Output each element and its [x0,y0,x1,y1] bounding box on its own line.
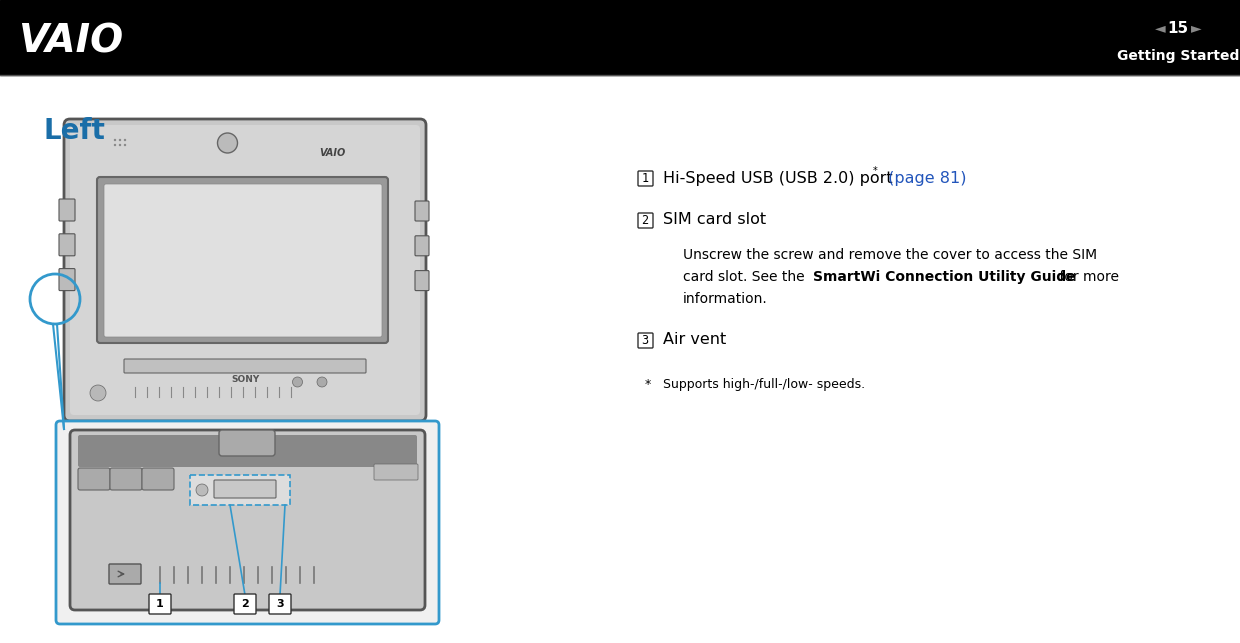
FancyBboxPatch shape [143,468,174,490]
Text: SIM card slot: SIM card slot [663,212,766,228]
FancyBboxPatch shape [215,480,277,498]
Text: ◄: ◄ [1154,21,1166,35]
Text: Getting Started: Getting Started [1117,50,1239,63]
Circle shape [217,133,238,153]
Text: 3: 3 [641,334,649,347]
FancyBboxPatch shape [64,119,427,421]
Circle shape [196,484,208,496]
Circle shape [119,144,122,146]
Text: 1: 1 [156,599,164,609]
Text: information.: information. [683,292,768,306]
Text: *: * [645,378,651,391]
Text: VAIO: VAIO [320,148,346,158]
FancyBboxPatch shape [124,359,366,373]
Text: Unscrew the screw and remove the cover to access the SIM: Unscrew the screw and remove the cover t… [683,248,1097,262]
Circle shape [91,385,105,401]
Circle shape [293,377,303,387]
FancyBboxPatch shape [69,125,420,415]
FancyBboxPatch shape [639,333,653,348]
Circle shape [119,139,122,141]
Circle shape [124,139,126,141]
Text: SmartWi Connection Utility Guide: SmartWi Connection Utility Guide [813,270,1075,284]
Text: 2: 2 [641,213,649,226]
FancyBboxPatch shape [374,464,418,480]
Text: 1: 1 [641,172,649,185]
FancyBboxPatch shape [78,468,110,490]
FancyBboxPatch shape [415,271,429,291]
FancyBboxPatch shape [269,594,291,614]
Circle shape [114,139,117,141]
FancyBboxPatch shape [60,199,74,221]
Text: Supports high-/full-/low- speeds.: Supports high-/full-/low- speeds. [663,378,866,391]
FancyBboxPatch shape [149,594,171,614]
Text: Hi-Speed USB (USB 2.0) port: Hi-Speed USB (USB 2.0) port [663,170,893,185]
FancyBboxPatch shape [234,594,255,614]
Text: card slot. See the: card slot. See the [683,270,808,284]
Text: 2: 2 [241,599,249,609]
Bar [0,0,1240,75]
FancyBboxPatch shape [104,184,382,337]
Text: VAIO: VAIO [19,23,123,60]
FancyBboxPatch shape [639,171,653,186]
Text: SONY: SONY [231,376,259,385]
Circle shape [317,377,327,387]
Text: ►: ► [1190,21,1202,35]
FancyBboxPatch shape [97,177,388,343]
Text: *: * [873,166,878,176]
Text: 15: 15 [1167,21,1189,36]
FancyBboxPatch shape [69,430,425,610]
FancyBboxPatch shape [109,564,141,584]
FancyBboxPatch shape [60,269,74,291]
FancyBboxPatch shape [415,236,429,256]
Circle shape [124,144,126,146]
Text: (page 81): (page 81) [883,170,966,185]
Text: 3: 3 [277,599,284,609]
FancyBboxPatch shape [415,201,429,221]
Text: Air vent: Air vent [663,332,727,347]
FancyBboxPatch shape [110,468,143,490]
FancyBboxPatch shape [639,213,653,228]
Text: Left: Left [43,117,105,145]
FancyBboxPatch shape [60,234,74,256]
Text: for more: for more [1055,270,1118,284]
Circle shape [114,144,117,146]
FancyBboxPatch shape [219,430,275,456]
FancyBboxPatch shape [78,435,417,467]
Bar [190,475,290,505]
FancyBboxPatch shape [56,421,439,624]
